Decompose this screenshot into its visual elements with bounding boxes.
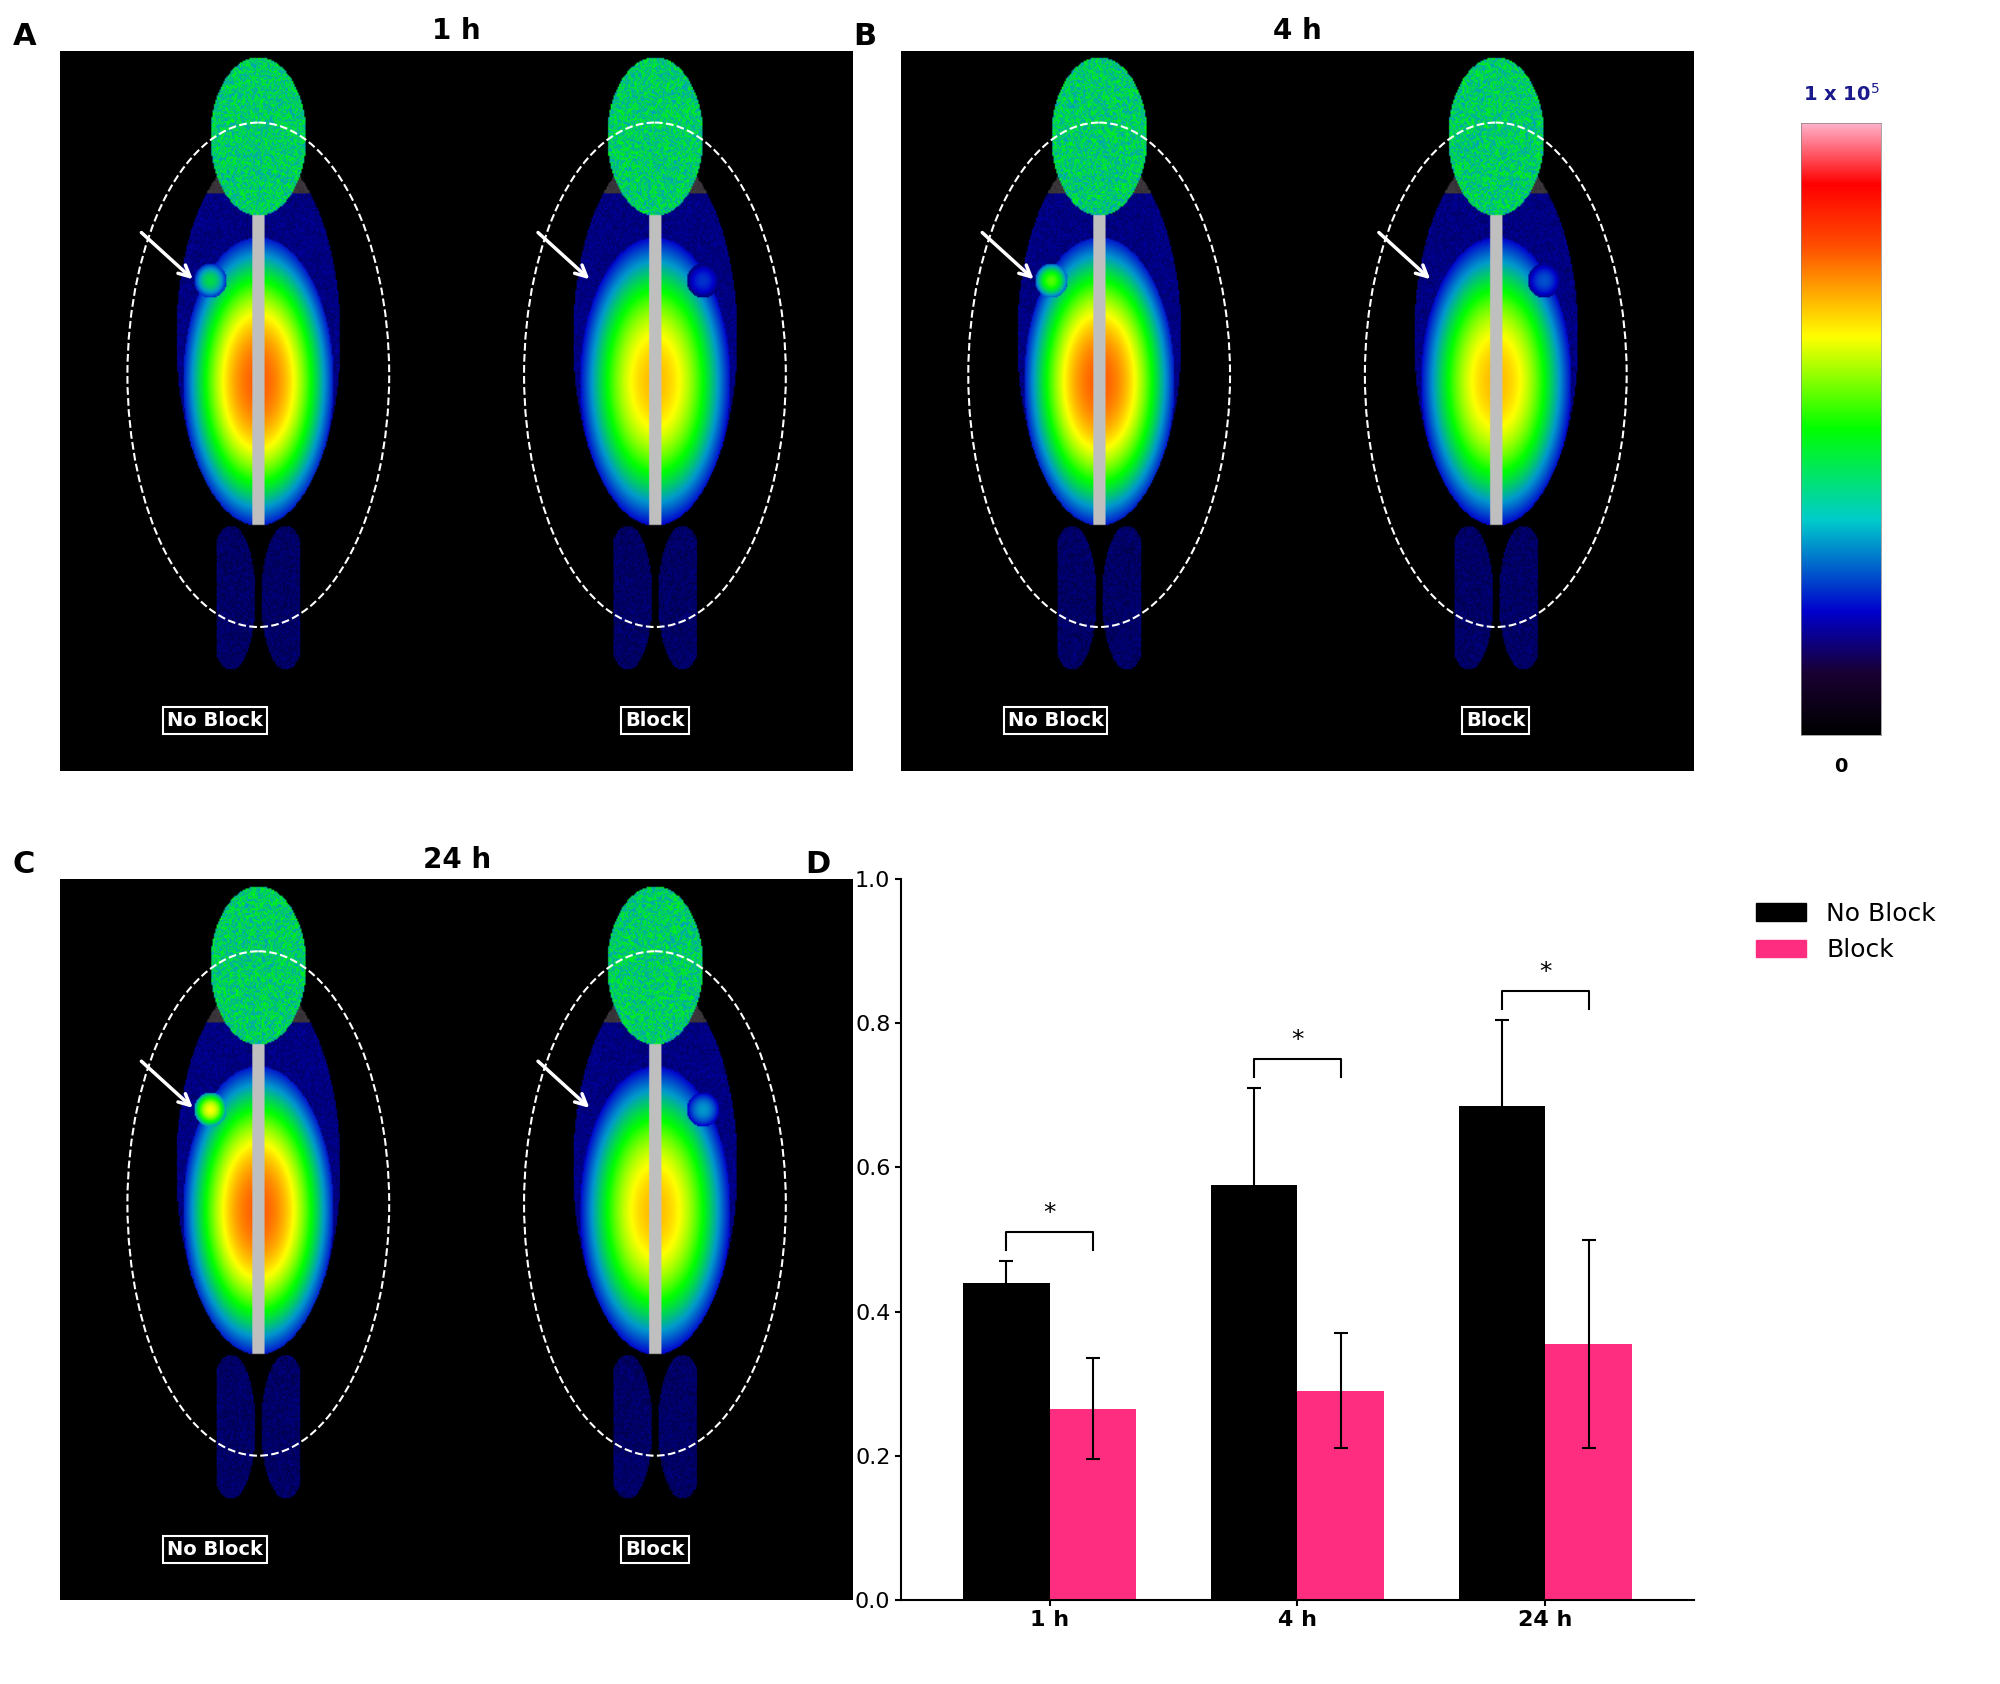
Bar [1298,1391,1384,1600]
Text: *: * [1292,1029,1304,1052]
Text: No Block: No Block [166,711,262,731]
Text: C: C [12,850,34,879]
Title: 1 h: 1 h [432,17,480,45]
Text: Block: Block [626,1539,684,1559]
Text: A: A [12,22,36,51]
Title: 4 h: 4 h [1274,17,1322,45]
Bar [1458,1106,1546,1600]
Bar [1210,1186,1298,1600]
Y-axis label: SUV$_{max}$: SUV$_{max}$ [824,1191,850,1288]
Bar [1050,1410,1136,1600]
Text: *: * [1540,960,1552,983]
Text: Block: Block [626,711,684,731]
Text: 0: 0 [1834,756,1848,776]
Text: No Block: No Block [1008,711,1104,731]
Bar [1546,1344,1632,1600]
Text: 1 x 10$^5$: 1 x 10$^5$ [1802,83,1880,104]
Text: *: * [1044,1201,1056,1224]
Title: 24 h: 24 h [422,845,490,874]
Text: No Block: No Block [166,1539,262,1559]
Text: Block: Block [1466,711,1526,731]
Text: B: B [854,22,876,51]
Bar [962,1283,1050,1600]
Legend: No Block, Block: No Block, Block [1746,893,1946,972]
Text: D: D [806,850,830,879]
